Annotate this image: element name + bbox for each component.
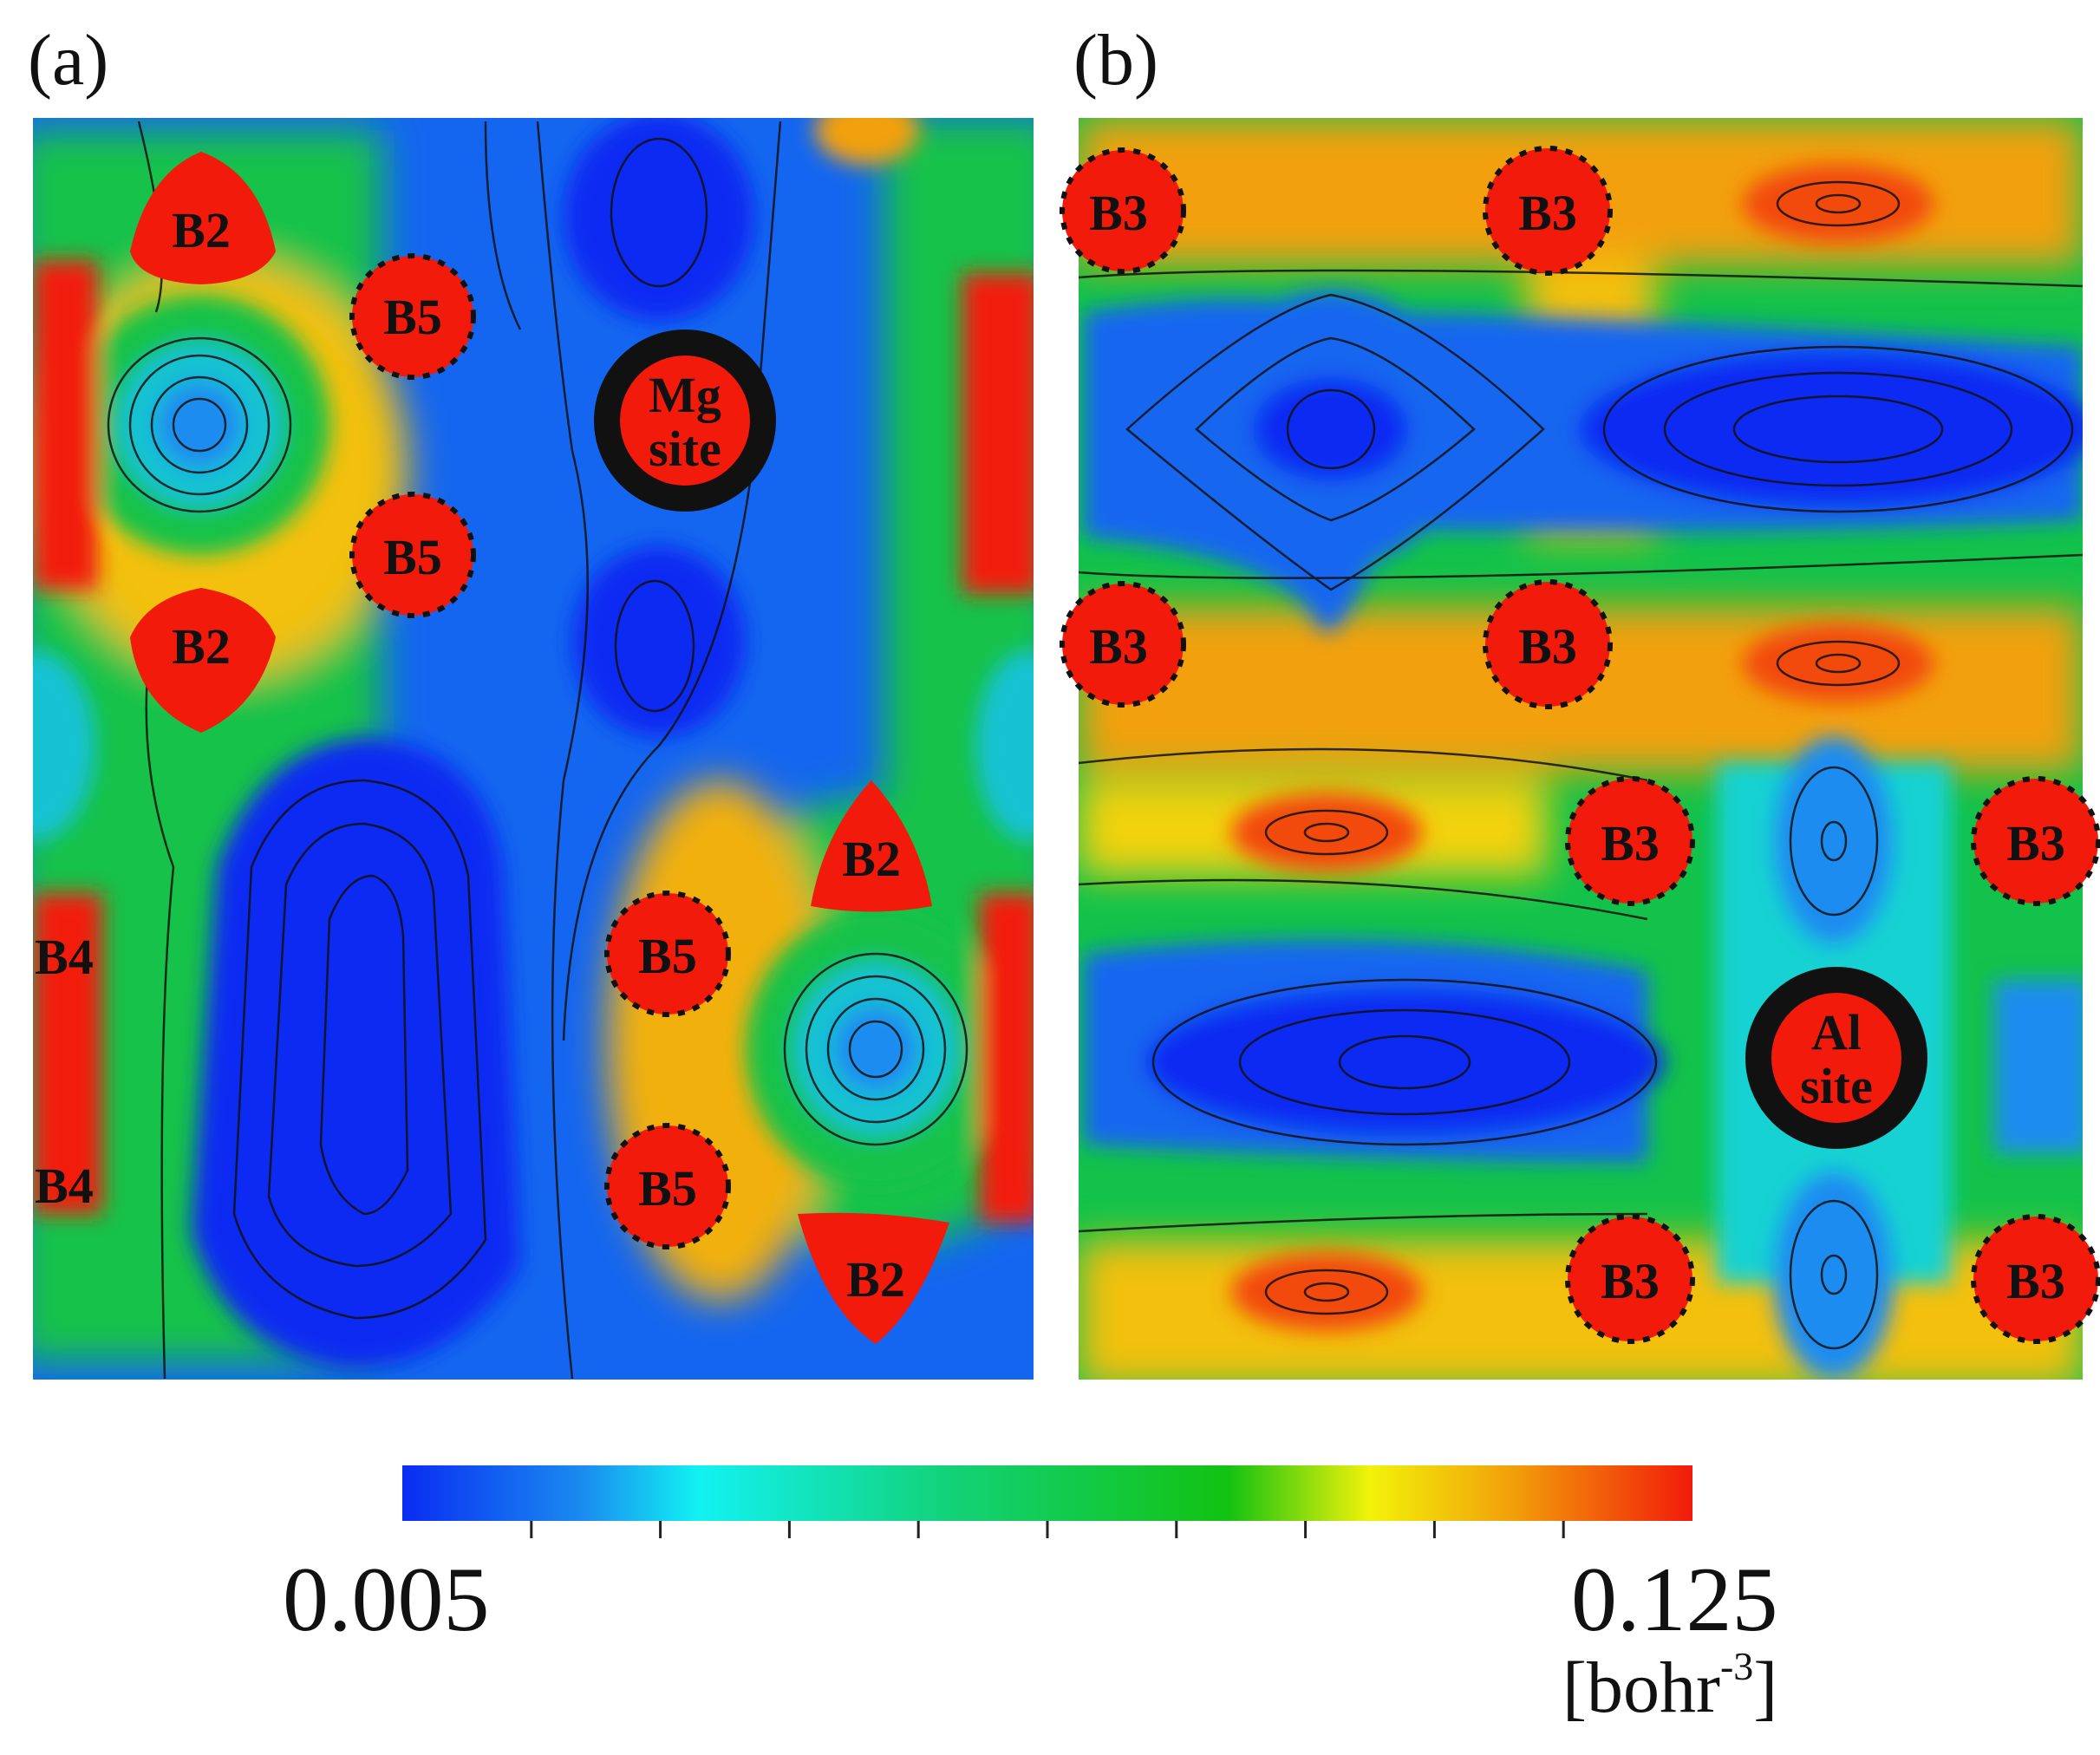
- colorbar-gradient: [402, 1465, 1692, 1521]
- colorbar-ticks: [530, 1521, 1565, 1538]
- panel-a-map: [33, 118, 1034, 1380]
- svg-text:B3: B3: [1518, 618, 1577, 675]
- atom-b3: B3: [1971, 1214, 2100, 1344]
- svg-text:B5: B5: [383, 529, 442, 585]
- colorbar-min-label: 0.005: [283, 1549, 490, 1650]
- atom-b2: B2: [130, 588, 276, 733]
- svg-text:B4: B4: [35, 929, 94, 985]
- svg-text:B2: B2: [172, 202, 231, 258]
- svg-text:B3: B3: [1089, 618, 1148, 675]
- atom-b4: B4: [35, 929, 94, 985]
- mg-site: Mg site: [594, 329, 776, 512]
- svg-text:B2: B2: [172, 618, 231, 675]
- panel-a-atoms: B2 B5 B5 B2 B2 B5 B5 B2 B4 B4 Mg site: [35, 152, 949, 1344]
- atom-b3: B3: [1060, 581, 1186, 708]
- al-site: Al site: [1745, 967, 1927, 1149]
- svg-text:B3: B3: [1601, 1253, 1660, 1309]
- colorbar: [402, 1465, 1692, 1538]
- atom-b2: B2: [130, 152, 276, 284]
- atom-b5: B5: [604, 1123, 731, 1249]
- svg-text:B2: B2: [842, 831, 901, 887]
- svg-text:B3: B3: [2006, 1253, 2065, 1309]
- atom-b5: B5: [604, 891, 731, 1017]
- panel-a-label: (a): [28, 20, 109, 101]
- svg-text:site: site: [1800, 1058, 1873, 1114]
- atom-b3: B3: [1483, 579, 1613, 709]
- atom-b5: B5: [349, 253, 476, 380]
- svg-text:Al: Al: [1811, 1004, 1862, 1060]
- atom-b2: B2: [798, 1212, 949, 1344]
- unit-text: [bohr: [1562, 1647, 1720, 1728]
- colorbar-unit: [bohr-3]: [1562, 1647, 1777, 1725]
- svg-text:B4: B4: [35, 1158, 94, 1214]
- atom-b2: B2: [811, 780, 932, 912]
- panel-b-label: (b): [1073, 20, 1158, 101]
- atom-b3: B3: [1483, 146, 1613, 276]
- svg-text:Mg: Mg: [649, 367, 721, 423]
- unit-exponent: -3: [1719, 1644, 1754, 1688]
- atom-b5: B5: [349, 492, 476, 618]
- svg-text:B5: B5: [383, 289, 442, 345]
- svg-text:B3: B3: [1601, 815, 1660, 871]
- atom-b3: B3: [1060, 147, 1186, 274]
- colorbar-max-label: 0.125: [1571, 1549, 1778, 1650]
- atom-b3: B3: [1565, 1214, 1695, 1344]
- panel-b-map: [1079, 118, 2083, 1380]
- svg-text:B2: B2: [846, 1251, 905, 1308]
- atom-b3: B3: [1565, 776, 1695, 906]
- svg-text:site: site: [649, 421, 721, 477]
- svg-text:B5: B5: [638, 1160, 697, 1217]
- unit-close: ]: [1753, 1647, 1778, 1728]
- atom-b4: B4: [35, 1158, 94, 1214]
- svg-text:B5: B5: [638, 928, 697, 984]
- svg-text:B3: B3: [1089, 185, 1148, 241]
- svg-text:B3: B3: [2006, 815, 2065, 871]
- panel-b-atoms: B3 B3 B3 B3 B3 B3 B3 B3 Al site: [1060, 146, 2100, 1344]
- svg-text:B3: B3: [1518, 185, 1577, 241]
- atom-b3: B3: [1971, 776, 2100, 906]
